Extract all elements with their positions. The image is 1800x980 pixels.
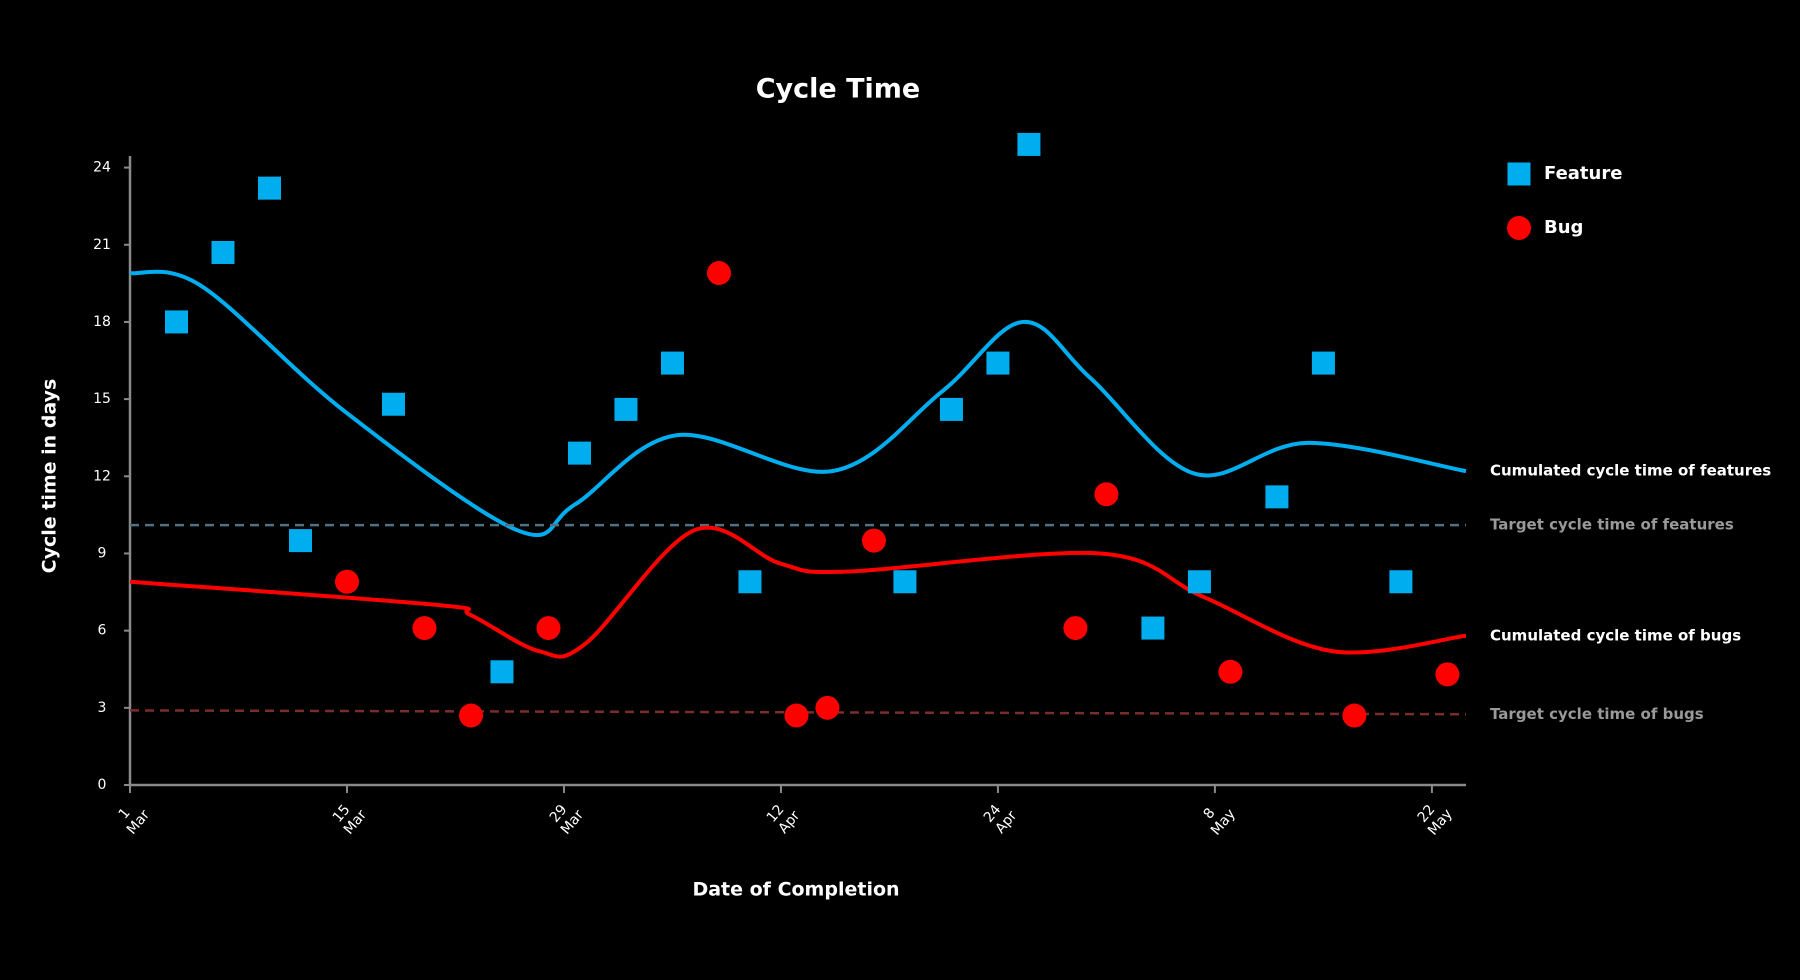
- y-tick-label: 3: [98, 700, 107, 716]
- point: [381, 392, 405, 416]
- point: [614, 397, 638, 421]
- point: [1389, 570, 1413, 594]
- x-tick-label: 1 Mar: [111, 797, 153, 838]
- x-tick-label: 24 Apr: [980, 797, 1020, 836]
- point: [1063, 616, 1088, 641]
- line-label: Target cycle time of bugs: [1490, 705, 1704, 723]
- point: [334, 569, 359, 594]
- line-label: Cumulated cycle time of bugs: [1490, 626, 1741, 644]
- y-tick-label: 15: [93, 391, 111, 407]
- y-tick-label: 6: [98, 623, 107, 639]
- point: [164, 310, 188, 334]
- y-tick-label: 21: [93, 237, 111, 253]
- x-tick-label: 29 Mar: [545, 797, 587, 838]
- point: [815, 695, 840, 720]
- point: [412, 616, 437, 641]
- point: [1265, 485, 1289, 509]
- point: [1311, 351, 1335, 375]
- y-tick-label: 24: [93, 160, 111, 176]
- legend-label: Feature: [1544, 163, 1622, 184]
- y-tick-label: 18: [93, 314, 111, 330]
- point: [738, 570, 762, 594]
- point: [458, 703, 483, 728]
- legend-marker: [1507, 162, 1531, 186]
- point: [939, 397, 963, 421]
- line: [129, 269, 1467, 538]
- y-tick-label: 9: [98, 545, 107, 561]
- point: [660, 351, 684, 375]
- point: [567, 441, 591, 465]
- line-label: Target cycle time of features: [1490, 516, 1734, 534]
- point: [784, 703, 809, 728]
- chart-title: Cycle Time: [756, 74, 921, 105]
- point: [490, 660, 514, 684]
- x-axis-label: Date of Completion: [692, 879, 899, 901]
- point: [1187, 570, 1211, 594]
- point: [536, 616, 561, 641]
- x-tick-label: 15 Mar: [328, 797, 370, 838]
- x-tick-label: 22 May: [1413, 796, 1456, 839]
- x-tick-label: 8 May: [1196, 796, 1239, 839]
- point: [986, 351, 1010, 375]
- point: [1342, 703, 1367, 728]
- point: [706, 261, 731, 286]
- point: [893, 570, 917, 594]
- point: [1218, 659, 1243, 684]
- y-tick-label: 12: [93, 468, 111, 484]
- x-tick-label: 12 Apr: [763, 797, 803, 836]
- y-axis-label: Cycle time in days: [39, 379, 61, 574]
- point: [1141, 616, 1165, 640]
- line-label: Cumulated cycle time of features: [1490, 462, 1771, 480]
- point: [1017, 132, 1041, 156]
- point: [257, 176, 281, 200]
- point: [1435, 662, 1460, 687]
- y-tick-label: 0: [98, 777, 107, 793]
- point: [1094, 482, 1119, 507]
- point: [288, 529, 312, 553]
- legend-marker: [1507, 216, 1531, 240]
- point: [211, 240, 235, 264]
- point: [861, 528, 886, 553]
- line: [129, 525, 1467, 659]
- legend-label: Bug: [1544, 217, 1583, 238]
